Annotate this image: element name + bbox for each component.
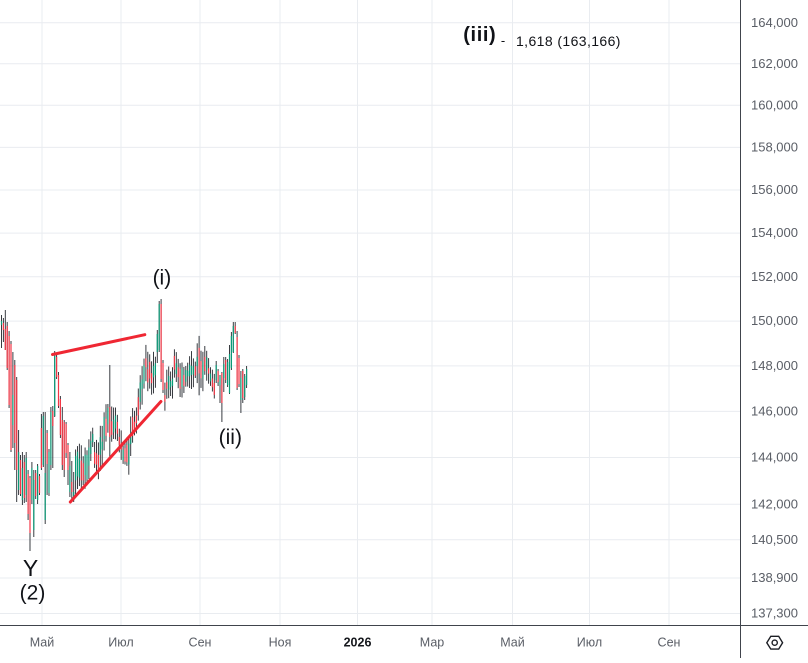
svg-text:-: - [501, 33, 505, 48]
svg-text:1,618 (163,166): 1,618 (163,166) [516, 33, 621, 49]
svg-text:154,000: 154,000 [751, 225, 798, 240]
svg-text:Июл: Июл [108, 636, 133, 650]
svg-text:152,000: 152,000 [751, 269, 798, 284]
svg-text:Ноя: Ноя [269, 636, 292, 650]
svg-text:2026: 2026 [344, 636, 372, 650]
svg-text:150,000: 150,000 [751, 313, 798, 328]
svg-text:142,000: 142,000 [751, 496, 798, 511]
svg-text:Мар: Мар [420, 636, 445, 650]
svg-text:148,000: 148,000 [751, 358, 798, 373]
svg-text:(iii): (iii) [463, 24, 496, 46]
svg-text:137,300: 137,300 [751, 606, 798, 621]
svg-text:Июл: Июл [577, 636, 602, 650]
svg-text:Y: Y [23, 555, 38, 581]
svg-text:140,500: 140,500 [751, 532, 798, 547]
svg-text:138,900: 138,900 [751, 570, 798, 585]
svg-text:160,000: 160,000 [751, 97, 798, 112]
svg-text:146,000: 146,000 [751, 403, 798, 418]
svg-text:144,000: 144,000 [751, 450, 798, 465]
svg-text:Май: Май [30, 636, 55, 650]
svg-text:162,000: 162,000 [751, 56, 798, 71]
svg-text:164,000: 164,000 [751, 15, 798, 30]
svg-text:156,000: 156,000 [751, 182, 798, 197]
svg-text:(2): (2) [20, 582, 46, 605]
svg-text:Сен: Сен [658, 636, 681, 650]
svg-text:Сен: Сен [189, 636, 212, 650]
svg-text:158,000: 158,000 [751, 139, 798, 154]
svg-text:Май: Май [500, 636, 525, 650]
svg-text:(ii): (ii) [219, 426, 242, 449]
svg-text:(i): (i) [153, 267, 172, 290]
